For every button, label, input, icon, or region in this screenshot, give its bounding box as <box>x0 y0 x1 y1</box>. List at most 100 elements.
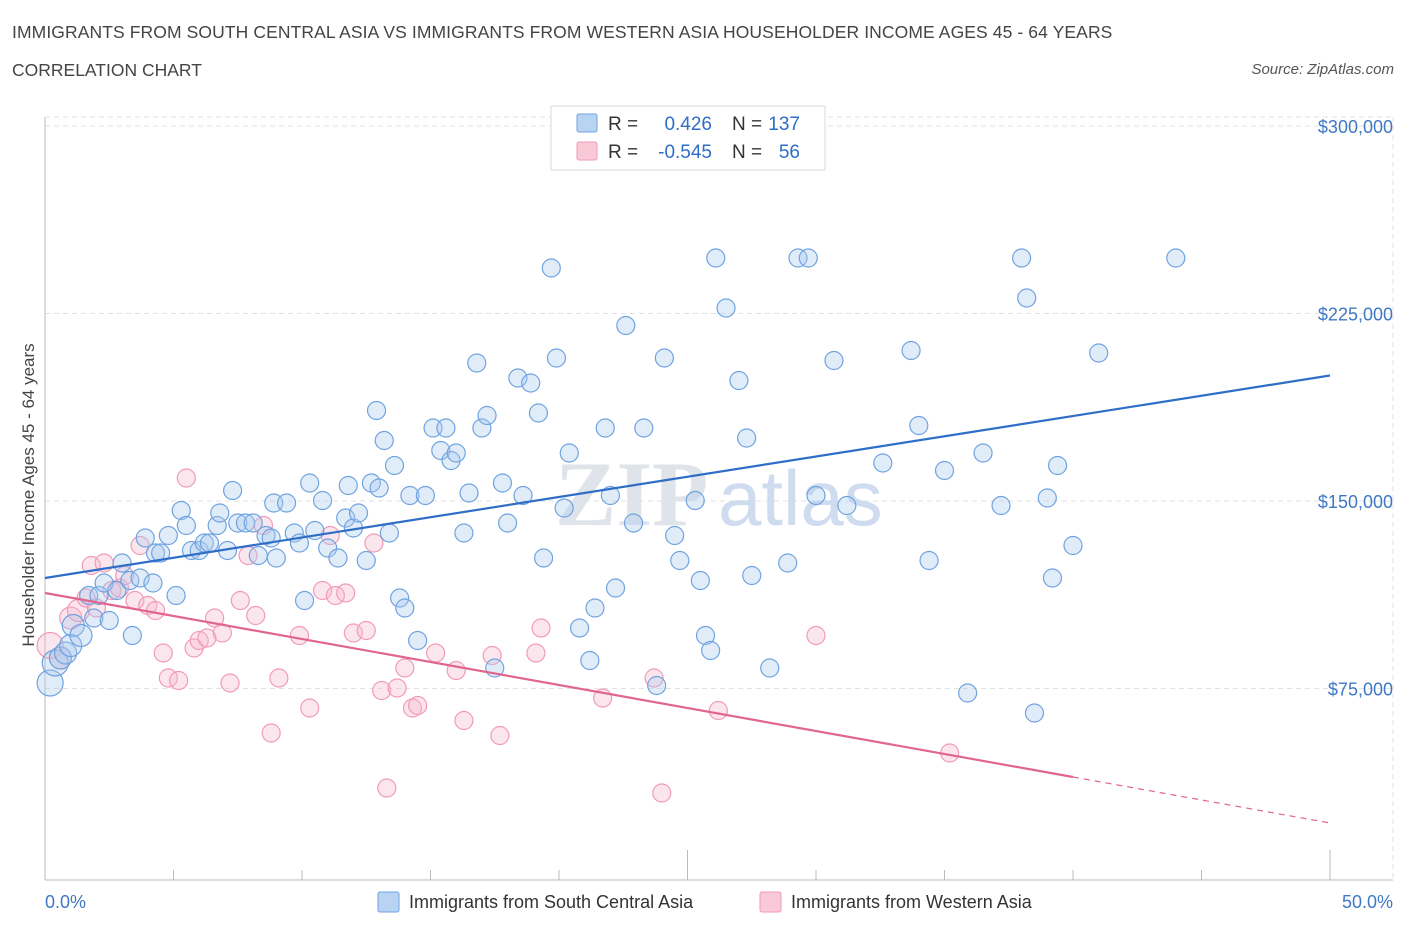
point-western-asia-21 <box>197 628 217 648</box>
point-western-asia-25 <box>230 590 250 611</box>
point-western-asia-9 <box>109 578 130 598</box>
legend-r-label-2: R = <box>608 142 638 163</box>
point-south-central-asia-131 <box>1063 535 1083 556</box>
y-tick-label-2: $225,000 <box>1318 305 1393 325</box>
chart-subtitle: CORRELATION CHART <box>12 60 202 80</box>
point-south-central-asia-78 <box>498 513 518 533</box>
point-south-central-asia-35 <box>243 513 263 533</box>
point-south-central-asia-129 <box>1042 568 1063 588</box>
point-south-central-asia-49 <box>328 548 348 568</box>
legend-n-label-1: N = <box>732 114 762 135</box>
point-south-central-asia-70 <box>446 443 466 463</box>
point-south-central-asia-15 <box>122 625 142 646</box>
point-south-central-asia-96 <box>634 418 654 438</box>
point-south-central-asia-80 <box>513 485 533 506</box>
point-south-central-asia-9 <box>89 585 109 606</box>
point-south-central-asia-50 <box>336 508 356 528</box>
point-western-asia-44 <box>402 698 423 718</box>
point-south-central-asia-121 <box>934 460 955 481</box>
point-south-central-asia-126 <box>1017 288 1037 308</box>
point-western-asia-48 <box>454 710 474 731</box>
point-south-central-asia-40 <box>266 548 286 568</box>
point-south-central-asia-110 <box>760 658 780 678</box>
point-western-asia-8 <box>102 580 122 601</box>
point-south-central-asia-125 <box>1011 248 1032 268</box>
point-western-asia-43 <box>395 658 415 678</box>
point-south-central-asia-123 <box>973 443 993 463</box>
point-south-central-asia-106 <box>716 298 736 318</box>
legend-r-value-1: 0.426 <box>664 114 712 135</box>
y-tick-label-3: $300,000 <box>1318 117 1393 137</box>
point-south-central-asia-45 <box>300 473 320 493</box>
point-south-central-asia-114 <box>806 485 826 506</box>
point-south-central-asia-105 <box>706 248 726 268</box>
point-south-central-asia-36 <box>248 545 268 566</box>
point-south-central-asia-122 <box>958 683 978 703</box>
point-south-central-asia-82 <box>528 403 549 423</box>
point-south-central-asia-128 <box>1037 488 1057 508</box>
point-south-central-asia-83 <box>533 548 554 568</box>
point-south-central-asia-44 <box>294 590 315 611</box>
legend-n-value-2: 56 <box>779 142 800 163</box>
point-south-central-asia-71 <box>454 523 474 543</box>
point-south-central-asia-56 <box>366 400 387 421</box>
point-south-central-asia-16 <box>130 568 150 588</box>
point-south-central-asia-4 <box>59 633 83 658</box>
legend-n-label-2: N = <box>732 142 762 163</box>
point-south-central-asia-48 <box>318 538 338 558</box>
point-western-asia-54 <box>644 668 664 688</box>
point-western-asia-33 <box>312 580 333 601</box>
legend-swatch-pink <box>576 141 598 161</box>
grid <box>45 116 1394 880</box>
point-western-asia-31 <box>289 625 310 646</box>
trendlines <box>44 374 1331 824</box>
trendline-pink-extension <box>1072 776 1331 824</box>
point-south-central-asia-73 <box>467 353 487 373</box>
point-south-central-asia-41 <box>276 493 297 513</box>
point-south-central-asia-92 <box>600 485 621 506</box>
point-western-asia-39 <box>364 533 384 553</box>
point-south-central-asia-17 <box>135 528 155 548</box>
point-south-central-asia-127 <box>1024 703 1045 723</box>
point-western-asia-55 <box>652 783 672 803</box>
point-south-central-asia-63 <box>400 485 420 506</box>
point-south-central-asia-118 <box>901 340 921 361</box>
point-south-central-asia-90 <box>585 598 605 618</box>
point-south-central-asia-61 <box>390 588 410 608</box>
point-south-central-asia-130 <box>1047 455 1068 476</box>
point-south-central-asia-18 <box>143 573 163 593</box>
y-tick-labels: $75,000 $150,000 $225,000 $300,000 <box>1318 117 1393 700</box>
point-south-central-asia-119 <box>909 415 929 436</box>
point-south-central-asia-30 <box>210 503 230 523</box>
point-south-central-asia-64 <box>408 630 428 651</box>
chart-source: Source: ZipAtlas.com <box>1251 61 1394 78</box>
point-south-central-asia-101 <box>685 490 705 511</box>
point-western-asia-0 <box>36 631 64 660</box>
point-south-central-asia-28 <box>199 533 220 553</box>
x-tick-label-0: 0.0% <box>45 892 86 912</box>
point-western-asia-49 <box>482 645 502 666</box>
point-south-central-asia-99 <box>665 525 685 546</box>
point-western-asia-32 <box>300 698 320 718</box>
point-western-asia-30 <box>269 668 289 688</box>
point-south-central-asia-32 <box>223 480 243 501</box>
series-south-central-asia <box>36 248 1186 723</box>
point-south-central-asia-34 <box>235 513 256 533</box>
point-south-central-asia-111 <box>778 553 798 573</box>
point-south-central-asia-72 <box>459 483 479 503</box>
series-legend: Immigrants from South Central Asia Immig… <box>377 891 1033 913</box>
point-south-central-asia-79 <box>508 368 528 388</box>
point-south-central-asia-97 <box>647 675 667 696</box>
point-south-central-asia-54 <box>356 550 376 571</box>
point-western-asia-27 <box>246 605 266 626</box>
point-south-central-asia-65 <box>415 485 435 506</box>
point-south-central-asia-108 <box>737 428 757 448</box>
x-tick-label-1: 50.0% <box>1342 892 1393 912</box>
point-south-central-asia-11 <box>99 610 119 631</box>
point-south-central-asia-133 <box>1089 343 1109 363</box>
point-south-central-asia-86 <box>554 498 574 518</box>
point-western-asia-24 <box>220 673 240 693</box>
point-south-central-asia-68 <box>436 418 456 438</box>
legend-r-value-2: -0.545 <box>658 142 712 163</box>
